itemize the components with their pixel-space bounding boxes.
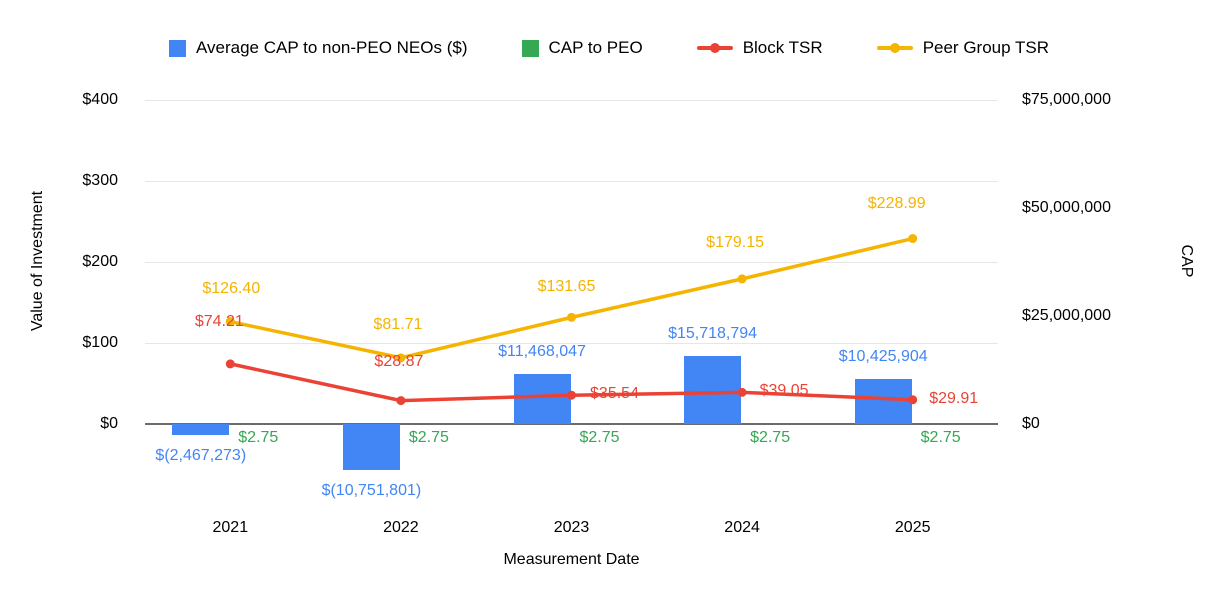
x-axis-category-label: 2022	[383, 519, 419, 536]
line-peer-group-tsr	[229, 236, 914, 360]
legend-label: Block TSR	[742, 38, 823, 57]
x-axis-title: Measurement Date	[503, 551, 640, 568]
right-axis-tick-label: $75,000,000	[1022, 91, 1111, 108]
bar-value-label: $2.75	[408, 429, 449, 446]
legend-swatch-icon	[169, 39, 186, 57]
line-value-label: $81.71	[373, 315, 423, 333]
left-axis-tick-label: $0	[100, 415, 118, 432]
left-axis-tick-label: $200	[82, 253, 118, 270]
right-axis-tick-label: $0	[1022, 415, 1040, 432]
right-axis-tick-label: $25,000,000	[1022, 307, 1111, 324]
right-axis-tick-label: $50,000,000	[1022, 199, 1111, 216]
line-value-label: $39.05	[759, 382, 809, 400]
bar-value-label: $2.75	[920, 429, 961, 446]
x-axis-category-label: 2023	[553, 519, 590, 536]
gridline	[145, 100, 998, 101]
x-axis-category-label: 2024	[724, 519, 760, 536]
legend-item-average-cap-to-non-peo-neos: Average CAP to non-PEO NEOs ($)	[169, 38, 468, 58]
data-point-peer-group-tsr	[908, 234, 918, 244]
left-axis-tick-label: $100	[82, 334, 118, 351]
line-value-label: $228.99	[867, 194, 926, 212]
x-axis-category-label: 2025	[894, 519, 931, 536]
left-axis-tick-label: $400	[82, 91, 118, 108]
bar-value-label: $2.75	[579, 429, 620, 446]
bar-average-cap-to-non-peo-neos	[172, 424, 230, 435]
line-value-label: $28.87	[374, 352, 424, 370]
line-value-label: $131.65	[537, 278, 596, 296]
x-axis-category-label: 2021	[212, 519, 249, 536]
bar-value-label: $2.75	[238, 429, 279, 446]
bar-value-label: $(2,467,273)	[155, 446, 247, 464]
left-axis-title: Value of Investment	[29, 190, 46, 332]
left-axis-tick-label: $300	[82, 172, 118, 189]
legend-label: Average CAP to non-PEO NEOs ($)	[196, 38, 468, 57]
legend-dot	[889, 43, 900, 53]
right-axis-title: CAP	[1178, 244, 1195, 278]
legend-label: Peer Group TSR	[922, 38, 1049, 57]
legend-line-marker-icon	[876, 42, 913, 54]
bar-value-label: $10,425,904	[838, 347, 928, 365]
legend-line-marker-icon	[696, 42, 733, 54]
line-value-label: $35.54	[590, 385, 639, 403]
legend-label: CAP to PEO	[548, 38, 643, 57]
data-point-block-tsr	[396, 396, 406, 406]
data-point-peer-group-tsr	[567, 312, 576, 322]
line-value-label: $126.40	[202, 279, 261, 297]
line-value-label: $179.15	[706, 233, 765, 251]
legend-dot	[709, 43, 720, 53]
bar-value-label: $2.75	[750, 429, 791, 446]
legend-swatch-icon	[521, 39, 539, 57]
legend-item-block-tsr: Block TSR	[696, 38, 823, 58]
line-value-label: $29.91	[929, 389, 979, 407]
line-value-label: $74.21	[194, 312, 244, 330]
bar-average-cap-to-non-peo-neos	[342, 424, 400, 471]
bar-value-label: $11,468,047	[498, 343, 586, 361]
bar-value-label: $15,718,794	[668, 325, 758, 343]
gridline	[145, 262, 998, 263]
gridline	[145, 181, 998, 182]
bar-value-label: $(10,751,801)	[321, 482, 422, 500]
legend-item-peer-group-tsr: Peer Group TSR	[876, 38, 1049, 58]
legend-item-cap-to-peo: CAP to PEO	[521, 38, 643, 58]
data-point-block-tsr	[225, 359, 235, 369]
data-point-peer-group-tsr	[737, 274, 747, 284]
x-axis-baseline	[145, 423, 998, 425]
chart-legend: Average CAP to non-PEO NEOs ($) CAP to PE…	[0, 38, 1218, 58]
